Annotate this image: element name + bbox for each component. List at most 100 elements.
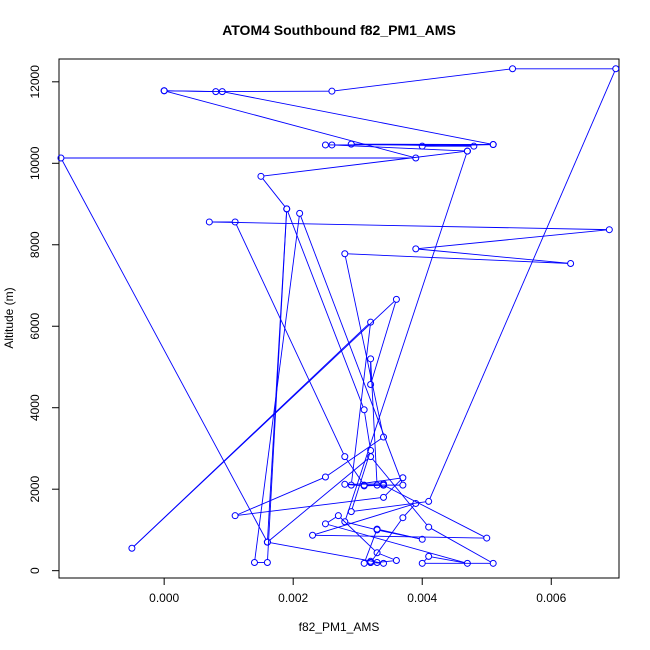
data-point xyxy=(399,474,407,482)
x-tick-label: 0.004 xyxy=(407,591,437,605)
series-segment xyxy=(270,542,381,564)
data-point xyxy=(231,512,239,520)
x-tick-label: 0.000 xyxy=(149,591,179,605)
series-segment xyxy=(238,497,381,516)
data-point xyxy=(567,260,575,268)
series-segment xyxy=(425,144,491,147)
data-point xyxy=(483,534,491,542)
series-segment xyxy=(254,216,300,560)
data-point xyxy=(367,559,375,567)
data-point xyxy=(367,355,375,363)
data-point xyxy=(328,87,336,95)
series-layer xyxy=(57,65,620,567)
data-point xyxy=(367,380,375,388)
x-tick-label: 0.002 xyxy=(278,591,308,605)
data-point xyxy=(231,218,239,226)
data-point xyxy=(263,559,271,567)
data-point xyxy=(360,559,368,567)
series-segment xyxy=(340,517,376,551)
series-segment xyxy=(225,91,491,145)
series-segment xyxy=(263,150,465,177)
series-segment xyxy=(167,90,220,92)
x-axis-label: f82_PM1_AMS xyxy=(299,620,380,634)
data-point xyxy=(425,552,433,560)
series-segment xyxy=(315,534,484,539)
series-segment xyxy=(372,458,428,526)
data-point xyxy=(367,318,375,326)
data-point xyxy=(412,245,420,253)
series-segment xyxy=(327,516,337,523)
series-segment xyxy=(431,528,491,563)
data-point xyxy=(392,295,400,303)
series-segment xyxy=(371,302,396,382)
series-segment xyxy=(345,153,467,520)
series-segment xyxy=(334,144,465,152)
data-point xyxy=(509,65,517,73)
data-point xyxy=(257,172,265,180)
series-segment xyxy=(328,524,465,563)
data-point xyxy=(489,141,497,149)
data-point xyxy=(425,523,433,531)
data-point xyxy=(612,65,620,73)
series-segment xyxy=(327,438,382,476)
data-point xyxy=(341,453,349,461)
data-point xyxy=(463,559,471,567)
data-point xyxy=(425,497,433,505)
data-point xyxy=(418,559,426,567)
x-axis: 0.000 0.002 0.004 0.006 xyxy=(149,577,567,605)
data-point xyxy=(412,154,420,162)
series-segment xyxy=(380,560,394,563)
data-point xyxy=(347,508,355,516)
data-point xyxy=(57,154,65,162)
series-segment xyxy=(364,531,377,561)
series-segment xyxy=(61,160,267,540)
series-segment xyxy=(346,458,363,483)
series-segment xyxy=(423,558,427,562)
series-segment xyxy=(334,68,510,92)
data-point xyxy=(205,218,213,226)
data-point xyxy=(489,559,497,567)
data-point xyxy=(347,140,355,148)
series-segment xyxy=(262,178,286,207)
series-segment xyxy=(379,553,394,560)
data-point xyxy=(360,406,368,414)
data-point xyxy=(218,88,226,96)
series-segment xyxy=(269,458,369,541)
series-segment xyxy=(385,479,402,496)
series-segment xyxy=(133,323,369,547)
y-tick-label: 6000 xyxy=(28,313,42,340)
y-tick-label: 10000 xyxy=(28,146,42,180)
series-segment xyxy=(418,248,568,264)
data-point xyxy=(470,142,478,150)
data-point xyxy=(418,142,426,150)
data-point xyxy=(380,433,388,441)
series-segment xyxy=(315,503,414,535)
y-tick-label: 2000 xyxy=(28,476,42,503)
series-segment xyxy=(287,211,364,408)
series-segment xyxy=(351,325,371,483)
chart-title: ATOM4 Southbound f82_PM1_AMS xyxy=(222,22,456,38)
data-point xyxy=(321,473,329,481)
series-segment xyxy=(372,519,402,561)
series-segment xyxy=(212,221,607,231)
x-tick-label: 0.006 xyxy=(536,591,566,605)
y-tick-label: 4000 xyxy=(28,394,42,421)
data-point xyxy=(309,531,317,539)
data-point xyxy=(373,549,381,557)
series-segment xyxy=(235,224,344,455)
data-point xyxy=(334,512,342,520)
series-segment xyxy=(429,71,615,499)
data-point xyxy=(367,453,375,461)
y-axis: 0 2000 4000 6000 8000 10000 12000 xyxy=(28,65,60,574)
data-point xyxy=(605,226,613,234)
data-point xyxy=(347,481,355,489)
data-point xyxy=(392,556,400,564)
data-point xyxy=(360,482,368,490)
series-segment xyxy=(418,229,607,249)
data-point xyxy=(380,493,388,501)
series-segment xyxy=(237,477,323,515)
data-point xyxy=(399,514,407,522)
data-point xyxy=(380,481,388,489)
data-point xyxy=(412,499,420,507)
